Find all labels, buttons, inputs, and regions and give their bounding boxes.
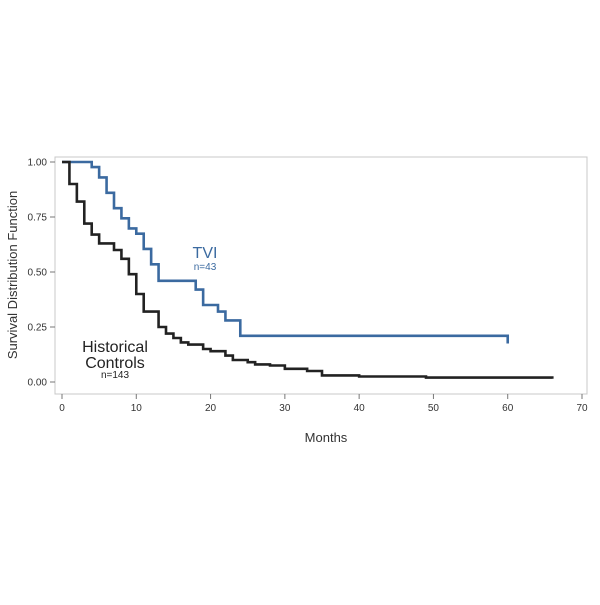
- y-tick-label: 0.50: [28, 268, 48, 279]
- plot-frame: [54, 156, 588, 395]
- y-tick-label: 1.00: [28, 158, 48, 169]
- historical-series-label-line1: Historical: [82, 339, 148, 356]
- x-tick-label: 50: [428, 403, 440, 414]
- x-tick-label: 60: [502, 403, 514, 414]
- tvi-series-label: TVI: [193, 245, 218, 262]
- historical-series-label-line2: Controls: [85, 355, 145, 372]
- y-tick-label: 0.00: [28, 378, 48, 389]
- x-axis-title: Months: [305, 430, 348, 445]
- x-tick-label: 0: [59, 403, 65, 414]
- x-tick-label: 30: [279, 403, 291, 414]
- y-tick-label: 0.75: [28, 213, 48, 224]
- y-tick-label: 0.25: [28, 323, 48, 334]
- x-axis: 0 10 20 30 40 50 60 70: [59, 394, 588, 414]
- series-layer: [62, 160, 554, 379]
- y-axis-title: Survival Distribution Function: [5, 191, 20, 359]
- x-tick-label: 70: [576, 403, 588, 414]
- x-tick-label: 20: [205, 403, 217, 414]
- historical-survival-curve: [62, 160, 554, 379]
- x-tick-label: 40: [354, 403, 366, 414]
- x-tick-label: 10: [131, 403, 143, 414]
- tvi-survival-curve: [62, 160, 510, 344]
- historical-n-label: n=143: [101, 370, 130, 381]
- tvi-n-label: n=43: [194, 262, 217, 273]
- y-axis: 0.00 0.25 0.50 0.75 1.00: [28, 158, 55, 389]
